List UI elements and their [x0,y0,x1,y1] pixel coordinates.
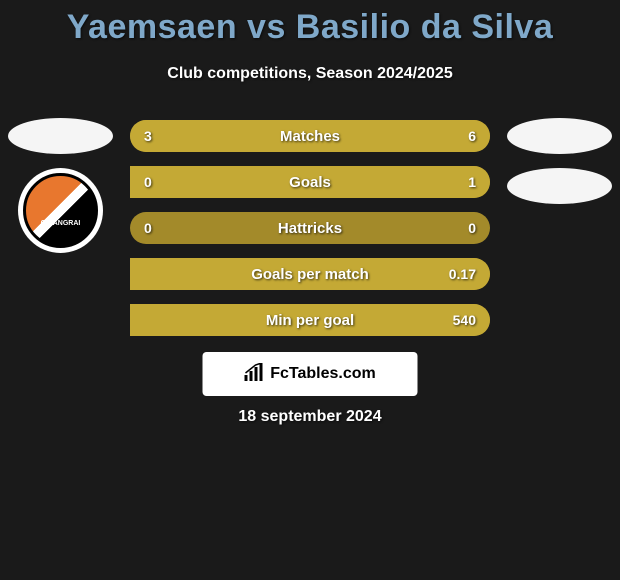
page-title: Yaemsaen vs Basilio da Silva [0,0,620,47]
stat-row: 0 Hattricks 0 [130,212,490,244]
player-photo-placeholder-left [8,118,113,154]
stat-label: Min per goal [266,312,354,329]
stat-right-value: 0.17 [449,266,476,282]
brand-box[interactable]: FcTables.com [203,352,418,396]
brand-chart-icon [244,363,264,386]
stat-label: Goals per match [251,266,369,283]
stats-container: 3 Matches 6 0 Goals 1 0 Hattricks 0 Goals per mat… [130,120,490,350]
club-logo-left: CHIANGRAI [18,168,103,253]
stat-row: 3 Matches 6 [130,120,490,152]
right-player-column [507,118,612,218]
club-logo-left-name: CHIANGRAI [26,220,95,227]
left-player-column: CHIANGRAI [8,118,113,253]
stat-right-value: 540 [453,312,476,328]
brand-text: FcTables.com [270,365,376,383]
stat-left-value: 0 [144,174,152,190]
stat-right-value: 1 [468,174,476,190]
stat-left-value: 3 [144,128,152,144]
stat-label: Matches [280,128,340,145]
date-text: 18 september 2024 [0,408,620,426]
player-photo-placeholder-right-1 [507,118,612,154]
stat-right-value: 6 [468,128,476,144]
stat-row: Goals per match 0.17 [130,258,490,290]
stat-right-value: 0 [468,220,476,236]
subtitle: Club competitions, Season 2024/2025 [0,65,620,83]
player-photo-placeholder-right-2 [507,168,612,204]
club-logo-left-badge: CHIANGRAI [23,173,98,248]
stat-label: Hattricks [278,220,342,237]
stat-row: 0 Goals 1 [130,166,490,198]
stat-left-value: 0 [144,220,152,236]
stat-label: Goals [289,174,331,191]
stat-row: Min per goal 540 [130,304,490,336]
